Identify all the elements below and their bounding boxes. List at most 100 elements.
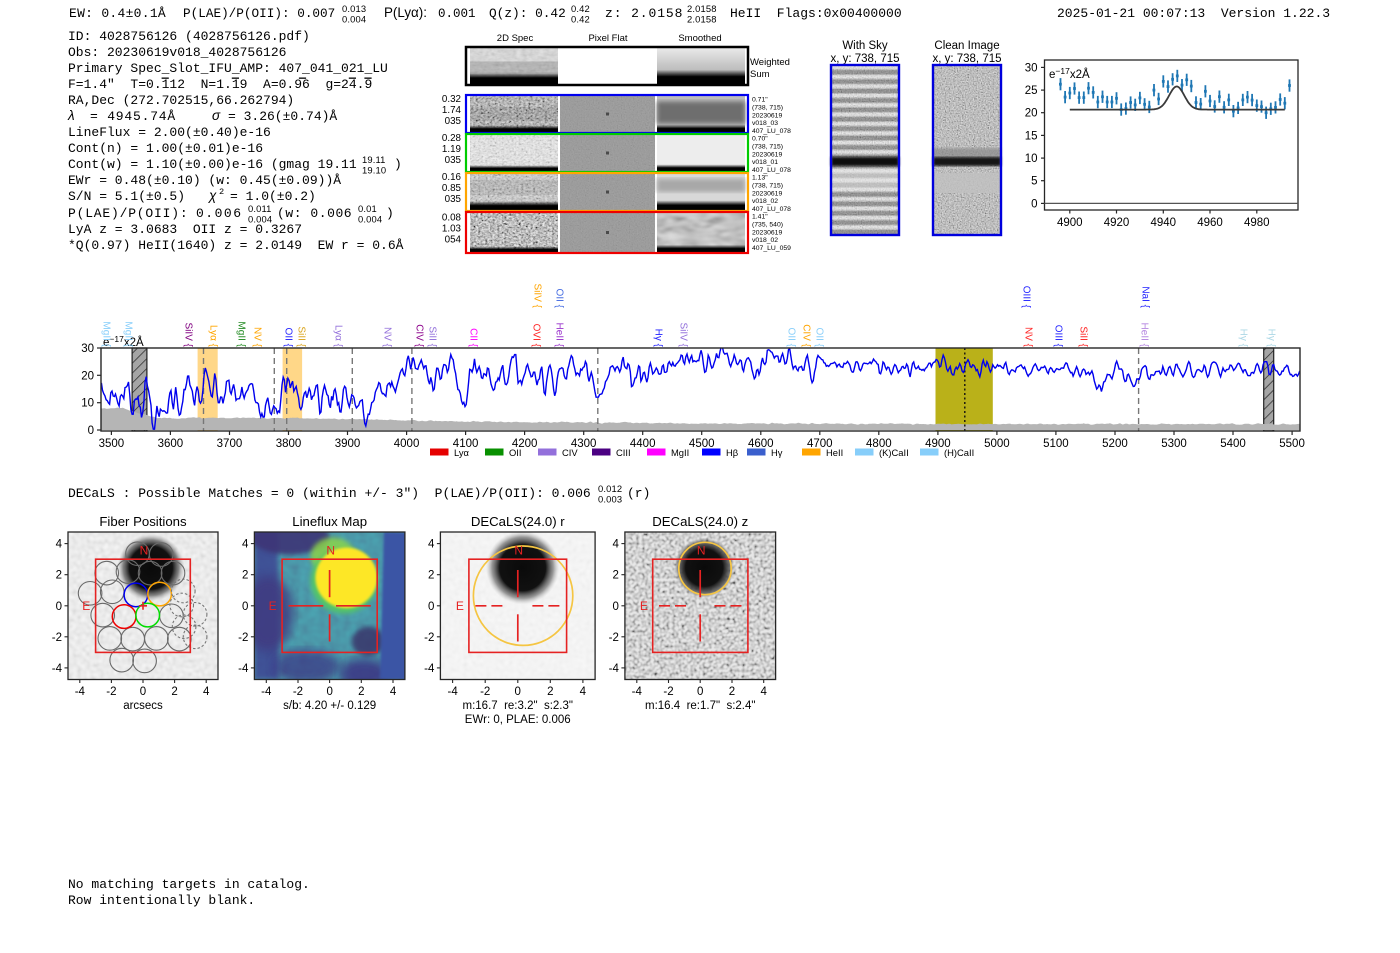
svg-text:E: E	[269, 599, 277, 613]
svg-text:-2: -2	[424, 632, 434, 644]
svg-text:4600: 4600	[748, 438, 774, 450]
svg-text:Primary Spec_Slot_IFU_AMP: 407: Primary Spec_Slot_IFU_AMP: 407_041_021_L…	[68, 61, 388, 76]
svg-text:χ: χ	[208, 188, 217, 203]
svg-text:MgII: MgII	[671, 447, 689, 458]
svg-text:z: 2.0158: z: 2.0158	[605, 6, 683, 21]
svg-text:2: 2	[729, 686, 735, 698]
svg-text:No matching targets in catalog: No matching targets in catalog.	[68, 877, 310, 892]
svg-text:5: 5	[1031, 176, 1037, 188]
svg-text:s/b: 4.20 +/- 0.129: s/b: 4.20 +/- 0.129	[283, 700, 376, 712]
svg-text:407_LU_059: 407_LU_059	[752, 245, 791, 252]
svg-text:MgII {: MgII {	[123, 321, 134, 347]
svg-text:OII {: OII {	[786, 328, 797, 348]
svg-text:0.001: 0.001	[438, 7, 476, 21]
svg-text:2: 2	[219, 187, 224, 197]
svg-text:0.003: 0.003	[598, 494, 622, 505]
svg-text:10: 10	[81, 398, 94, 410]
svg-text:2: 2	[612, 570, 618, 582]
svg-text:0.70": 0.70"	[752, 136, 768, 143]
svg-text:λ: λ	[67, 108, 75, 123]
svg-text:Hγ {: Hγ {	[653, 329, 664, 348]
svg-text:N: N	[514, 544, 523, 558]
svg-text:-4: -4	[52, 663, 63, 675]
svg-text:0.85: 0.85	[442, 183, 462, 194]
svg-text:Pixel Flat: Pixel Flat	[588, 33, 627, 44]
svg-text:0.004: 0.004	[342, 14, 366, 25]
svg-text:NV {: NV {	[382, 327, 393, 348]
svg-text:): )	[386, 206, 394, 221]
svg-text:v018_02: v018_02	[752, 198, 778, 205]
svg-text:= 4945.74Å: = 4945.74Å	[90, 109, 176, 124]
svg-text:30: 30	[1025, 62, 1038, 74]
svg-text:0: 0	[326, 686, 332, 698]
svg-text:N: N	[326, 544, 335, 558]
svg-text:4500: 4500	[689, 438, 715, 450]
svg-text:OII {: OII {	[554, 289, 565, 309]
svg-text:2.0158: 2.0158	[687, 3, 717, 14]
svg-text:LyA z = 3.0683 OII z = 0.3267: LyA z = 3.0683 OII z = 0.3267	[68, 222, 302, 237]
svg-text:Lyα: Lyα	[454, 447, 470, 458]
svg-text:Row intentionally blank.: Row intentionally blank.	[68, 893, 255, 908]
svg-text:-2: -2	[663, 686, 673, 698]
svg-text:035: 035	[445, 116, 462, 127]
svg-text:0: 0	[515, 686, 521, 698]
svg-text:2: 2	[242, 570, 248, 582]
svg-text:x, y: 738, 715: x, y: 738, 715	[830, 53, 899, 65]
svg-text:ID: 4028756126 (4028756126.pdf: ID: 4028756126 (4028756126.pdf)	[68, 29, 310, 44]
svg-text:Obs: 20230619v018_4028756126: Obs: 20230619v018_4028756126	[68, 45, 286, 60]
svg-text:0.011: 0.011	[248, 203, 272, 214]
svg-text:-4: -4	[424, 663, 435, 675]
svg-text:25: 25	[1025, 85, 1038, 97]
svg-text:0.32: 0.32	[442, 94, 461, 105]
svg-text:4300: 4300	[571, 438, 597, 450]
svg-text:Q(z): 0.42: Q(z): 0.42	[489, 6, 566, 21]
svg-text:Cont(w) = 1.10(±0.00)e-16 (gma: Cont(w) = 1.10(±0.00)e-16 (gmag 19.11	[68, 157, 357, 172]
svg-text:SiIV {: SiIV {	[183, 323, 194, 348]
svg-text:Hγ {: Hγ {	[1238, 329, 1249, 348]
svg-text:2: 2	[428, 570, 434, 582]
svg-text:5400: 5400	[1220, 438, 1246, 450]
svg-text:DECaLS(24.0) z: DECaLS(24.0) z	[652, 514, 748, 529]
svg-text:4200: 4200	[512, 438, 538, 450]
svg-text:Clean Image: Clean Image	[934, 40, 999, 52]
svg-text:-4: -4	[447, 686, 458, 698]
svg-text:1.13": 1.13"	[752, 175, 768, 182]
svg-text:MgII {: MgII {	[101, 321, 112, 347]
svg-text:Hγ {: Hγ {	[1266, 329, 1277, 348]
svg-text:5000: 5000	[984, 438, 1010, 450]
svg-text:054: 054	[445, 235, 462, 246]
svg-text:2D Spec: 2D Spec	[497, 33, 534, 44]
svg-text:-2: -2	[480, 686, 490, 698]
svg-text:4100: 4100	[453, 438, 479, 450]
svg-text:E: E	[82, 599, 90, 613]
svg-text:EWr: 0, PLAE: 0.006: EWr: 0, PLAE: 0.006	[465, 714, 571, 726]
svg-text:0.012: 0.012	[598, 483, 622, 494]
svg-text:4: 4	[56, 539, 63, 551]
svg-text:2: 2	[56, 570, 62, 582]
svg-text:20230619: 20230619	[752, 229, 782, 236]
svg-text:With Sky: With Sky	[842, 40, 888, 52]
svg-text:-2: -2	[106, 686, 116, 698]
svg-text:DECaLS : Possible Matches = 0: DECaLS : Possible Matches = 0 (within +/…	[68, 486, 591, 501]
svg-text:-4: -4	[75, 686, 86, 698]
svg-text:Sum: Sum	[750, 69, 770, 80]
svg-text:= 1.0(±0.2): = 1.0(±0.2)	[230, 189, 316, 204]
svg-text:HeII Flags:0x00400000: HeII Flags:0x00400000	[730, 6, 902, 21]
svg-text:5200: 5200	[1102, 438, 1128, 450]
svg-text:v018_02: v018_02	[752, 237, 778, 244]
svg-text:x, y: 738, 715: x, y: 738, 715	[932, 53, 1001, 65]
svg-text:DECaLS(24.0) r: DECaLS(24.0) r	[471, 514, 565, 529]
svg-text:0.71": 0.71"	[752, 97, 768, 104]
svg-text:4: 4	[390, 686, 397, 698]
svg-text:20: 20	[81, 370, 94, 382]
svg-text:EWr = 0.48(±0.10) (w: 0.45(±0.: EWr = 0.48(±0.10) (w: 0.45(±0.09))Å	[68, 173, 341, 188]
svg-text:(w: 0.006: (w: 0.006	[277, 206, 352, 221]
svg-text:Fiber Positions: Fiber Positions	[99, 514, 187, 529]
svg-text:m:16.7 re:3.2" s:2.3": m:16.7 re:3.2" s:2.3"	[463, 700, 573, 712]
svg-text:0.01: 0.01	[358, 203, 377, 214]
svg-text:CIV {: CIV {	[801, 324, 812, 347]
svg-text:S/N = 5.1(±0.5): S/N = 5.1(±0.5)	[68, 189, 185, 204]
svg-text:5100: 5100	[1043, 438, 1069, 450]
svg-text:(K)CaII: (K)CaII	[879, 447, 909, 458]
svg-text:19.10: 19.10	[362, 165, 386, 176]
